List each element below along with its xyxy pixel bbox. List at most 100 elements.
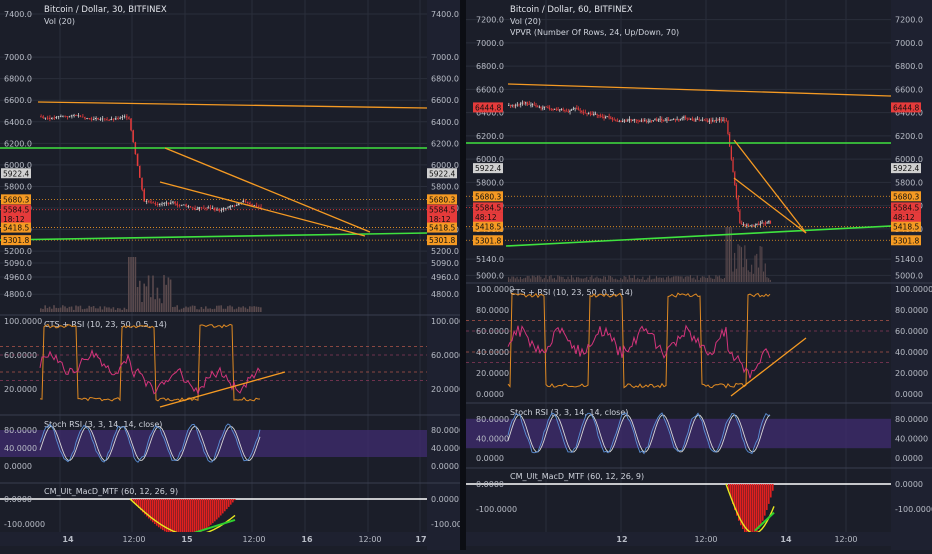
price-tag-right [891,191,921,202]
volume-bar [642,276,644,282]
rsi-panel-title: CTS + RSI (10, 23, 50, 0.5, 14) [44,320,167,329]
candle-body [95,118,97,120]
candle-body [647,121,649,122]
volume-bar [676,276,678,282]
volume-bar [513,276,515,282]
candle-body [623,120,625,122]
chart-left[interactable]: 7400.0 7400.0 7000.0 7000.0 6800.0 6800.0 6600… [0,0,472,550]
candle-body [42,116,44,118]
candle-body [251,204,253,206]
price-tag-right-text: 5301.8 [429,236,455,245]
price-tag-left-text: 48:12 [475,213,497,222]
candle-body [712,120,713,122]
chart-title: Bitcoin / Dollar, 60, BITFINEX [510,5,633,15]
volume-bar [616,279,618,282]
volume-bar [161,303,163,312]
candle-body [567,110,569,112]
candle-body [136,154,139,166]
volume-bar [591,275,593,282]
volume-bar [610,275,612,282]
candle-body [628,119,630,121]
volume-bar [723,277,725,282]
candle-body [630,119,632,121]
candle-body [191,207,194,209]
candle-body [739,210,741,224]
candle-body [77,115,79,117]
candle-body [637,120,639,122]
candle-body [64,115,66,117]
macd-axis-left-label: 0.0000 [476,480,504,489]
volume-bar [525,277,527,282]
trendline-orange [733,177,807,234]
volume-bar [216,305,218,312]
chart-right-svg[interactable]: 7200.0 7200.0 7000.0 7000.0 6800.0 6800.0 6600… [466,0,932,550]
candle-body [51,117,53,119]
candle-body [691,118,693,120]
candle-body [242,200,244,203]
volume-bar [688,276,690,282]
candle-body [518,104,520,106]
volume-bar [99,306,101,312]
price-tag-left [473,163,503,174]
candle-body [178,205,180,207]
volume-bar [101,309,104,312]
macd-axis-label: 0.0000 [895,480,923,489]
volume-bar [661,277,663,282]
macd-histogram-bar [160,499,162,529]
candle-body [584,112,586,114]
candle-body [579,109,581,111]
price-tag-right-text: 5418.5 [893,223,919,232]
candle-body [557,109,559,110]
price-axis-label: 6600.0 [895,85,923,94]
volume-bar [604,276,606,282]
volume-bar [717,276,719,282]
macd-histogram-bar [152,499,154,523]
volume-bar [735,268,737,282]
macd-histogram-bar [164,499,166,532]
macd-histogram-bar [168,499,170,534]
macd-histogram-bar [136,499,138,506]
chart-divider[interactable] [460,0,466,550]
candle-body [632,120,634,122]
candle-body [68,116,70,118]
candle-body [562,108,564,111]
candle-body [599,115,601,117]
volume-bar [40,308,42,312]
candle-body [729,133,730,147]
candle-body [746,224,747,226]
price-axis-left-label: 7000.0 [476,39,504,48]
candle-body [769,221,771,224]
chart-right[interactable]: 7200.0 7200.0 7000.0 7000.0 6800.0 6800.0 6600… [466,0,932,550]
rsi-axis-left-label: 60.0000 [476,327,509,336]
price-axis-label: 6400.0 [895,109,923,118]
time-axis-label: 14 [62,535,74,544]
candle-body [735,185,737,198]
candle-body [638,120,640,122]
candle-body [143,189,145,202]
candle-body [763,222,764,224]
macd-axis-left-label: -100.0000 [4,520,45,529]
volume-bar [57,308,60,312]
volume-bar [180,308,183,312]
candle-body [200,207,202,208]
candle-body [84,117,86,119]
candle-body [119,117,121,119]
volume-bar [647,277,649,282]
candle-body [249,202,251,205]
candle-body [705,120,707,122]
macd-histogram-bar [200,499,202,532]
volume-bar [557,275,559,282]
rsi-axis-label: 100.0000 [895,285,932,294]
chart-left-svg[interactable]: 7400.0 7400.0 7000.0 7000.0 6800.0 6800.0 6600… [0,0,472,550]
candle-body [531,104,533,105]
macd-histogram-bar [212,499,214,524]
candle-body [594,113,596,115]
macd-histogram-bar [754,484,756,535]
volume-bar [764,263,766,282]
volume-bar [528,275,530,282]
price-tag-right [427,194,457,205]
candle-body [40,116,42,118]
volume-bar [205,306,207,312]
candle-body [679,119,681,121]
macd-histogram-bar [764,484,766,516]
